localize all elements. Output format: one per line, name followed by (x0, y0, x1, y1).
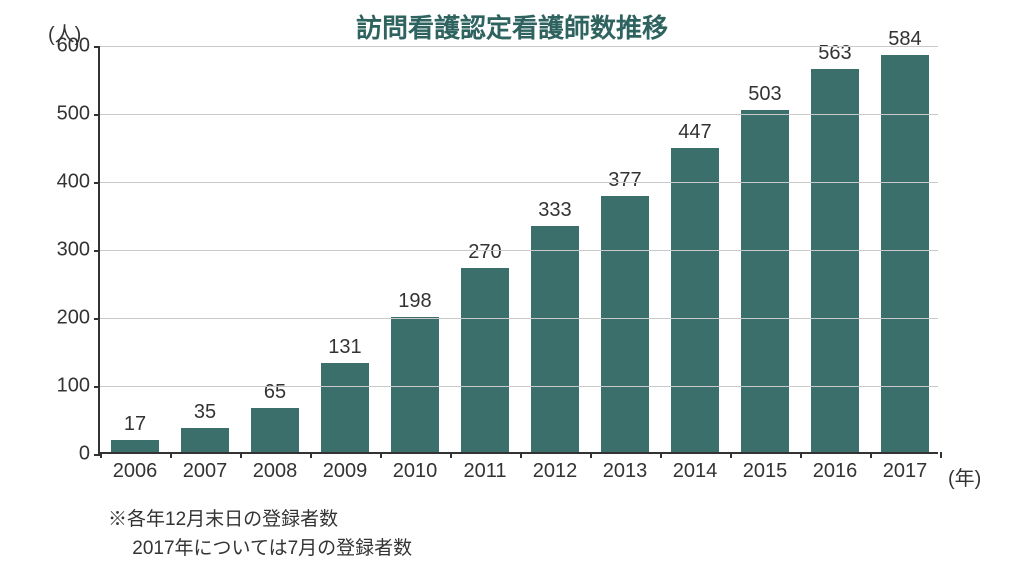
bar-value-label: 584 (888, 28, 921, 55)
bar: 35 (181, 428, 229, 452)
chart-title: 訪問看護認定看護師数推移 (0, 8, 1024, 45)
x-tick-label: 2015 (743, 452, 788, 483)
x-tick-mark (100, 452, 102, 458)
bar-value-label: 17 (124, 413, 146, 440)
x-axis-unit: (年) (948, 462, 981, 491)
x-tick-label: 2007 (183, 452, 228, 483)
gridline (100, 386, 938, 387)
y-tick-label: 400 (57, 171, 100, 194)
bar: 17 (111, 440, 159, 452)
bar: 65 (251, 408, 299, 452)
y-tick-label: 300 (57, 239, 100, 262)
y-tick-label: 100 (57, 375, 100, 398)
y-tick-label: 0 (79, 443, 100, 466)
x-tick-mark (660, 452, 662, 458)
gridline (100, 46, 938, 47)
bar: 198 (391, 317, 439, 452)
y-tick-label: 200 (57, 307, 100, 330)
x-tick-label: 2009 (323, 452, 368, 483)
x-tick-label: 2008 (253, 452, 298, 483)
bar-value-label: 131 (328, 336, 361, 363)
x-tick-mark (870, 452, 872, 458)
x-tick-mark (730, 452, 732, 458)
x-tick-mark (590, 452, 592, 458)
x-tick-mark (800, 452, 802, 458)
x-tick-label: 2006 (113, 452, 158, 483)
bar-value-label: 270 (468, 241, 501, 268)
x-tick-label: 2011 (463, 452, 506, 483)
footnote: ※各年12月末日の登録者数 2017年については7月の登録者数 (108, 506, 412, 563)
x-tick-label: 2012 (533, 452, 578, 483)
plot-area: 173565131198270333377447503563584 010020… (98, 46, 938, 454)
bar-value-label: 65 (264, 381, 286, 408)
bars-layer: 173565131198270333377447503563584 (100, 46, 938, 452)
x-tick-mark (450, 452, 452, 458)
bar: 563 (811, 69, 859, 452)
x-tick-mark (520, 452, 522, 458)
bar: 131 (321, 363, 369, 452)
x-tick-label: 2014 (673, 452, 718, 483)
x-tick-mark (310, 452, 312, 458)
bar-value-label: 447 (678, 121, 711, 148)
bar-value-label: 198 (398, 290, 431, 317)
gridline (100, 250, 938, 251)
x-tick-mark (170, 452, 172, 458)
bar-value-label: 35 (194, 401, 216, 428)
bar-value-label: 503 (748, 83, 781, 110)
x-tick-label: 2016 (813, 452, 858, 483)
bar-value-label: 333 (538, 199, 571, 226)
x-tick-label: 2013 (603, 452, 648, 483)
x-tick-mark (380, 452, 382, 458)
x-tick-mark (240, 452, 242, 458)
bar: 270 (461, 268, 509, 452)
y-tick-label: 600 (57, 35, 100, 58)
y-tick-label: 500 (57, 103, 100, 126)
bar: 447 (671, 148, 719, 452)
chart-container: 訪問看護認定看護師数推移 (人) (年) 1735651311982703333… (0, 0, 1024, 584)
gridline (100, 318, 938, 319)
x-tick-label: 2010 (393, 452, 438, 483)
gridline (100, 182, 938, 183)
bar: 503 (741, 110, 789, 452)
x-tick-mark (940, 452, 942, 458)
gridline (100, 114, 938, 115)
bar: 377 (601, 196, 649, 452)
x-tick-label: 2017 (883, 452, 928, 483)
bar: 333 (531, 226, 579, 452)
